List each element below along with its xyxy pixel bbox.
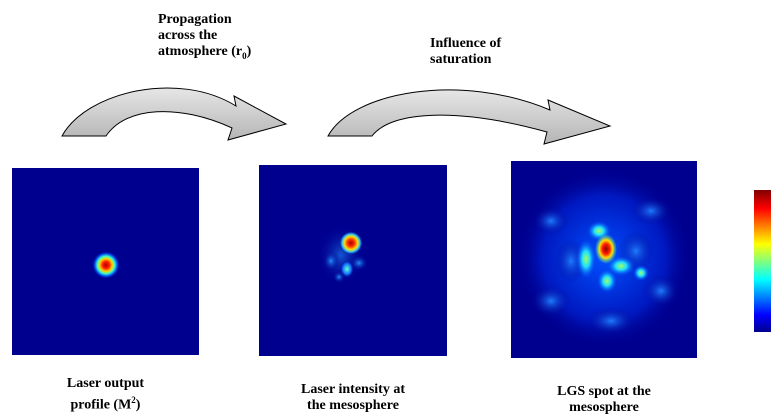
caption-laser-output: Laser output profile (M2) (66, 376, 145, 413)
panel-laser-output-image (12, 168, 199, 355)
colorbar (754, 190, 771, 332)
arrow-label-propagation: Propagation across the atmosphere (r0) (158, 12, 252, 61)
panel-lgs-spot-image (511, 161, 697, 358)
curved-arrow-propagation (61, 87, 288, 141)
panel-laser-intensity-image (259, 165, 447, 356)
caption-laser-intensity: Laser intensity at the mesosphere (301, 382, 405, 413)
caption-lgs-spot: LGS spot at the mesosphere (557, 384, 651, 415)
curved-arrow-saturation (327, 89, 612, 145)
arrow-label-saturation: Influence of saturation (430, 36, 502, 67)
